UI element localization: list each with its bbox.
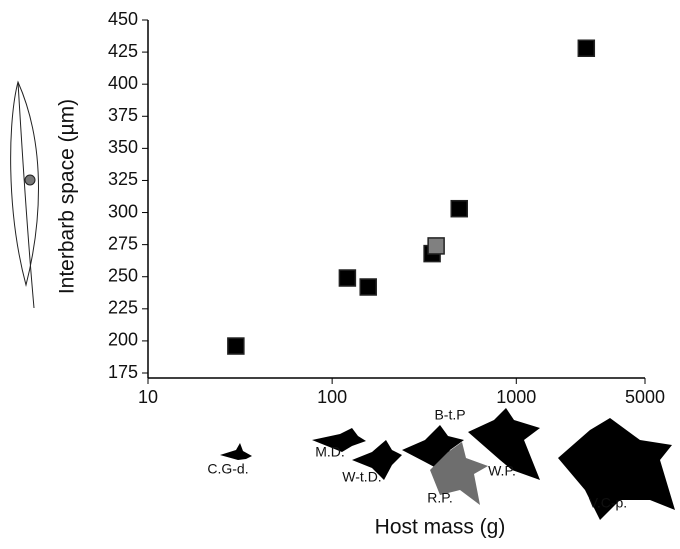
- data-point: [577, 39, 596, 57]
- bird-label: R.P.: [427, 490, 452, 506]
- bird-label: B-t.P: [434, 407, 465, 423]
- x-tick-label: 10: [138, 387, 158, 407]
- y-tick-label: 450: [108, 9, 138, 29]
- y-tick-label: 300: [108, 201, 138, 221]
- data-point: [359, 278, 377, 296]
- y-tick-label: 250: [108, 265, 138, 285]
- y-tick-label: 175: [108, 362, 138, 382]
- y-tick-label: 225: [108, 298, 138, 318]
- bird-label: W-t.D.: [342, 469, 381, 485]
- bird-label: W.P.: [488, 463, 516, 479]
- bird-silhouettes: [220, 408, 675, 520]
- data-point: [227, 337, 245, 355]
- y-tick-label: 325: [108, 169, 138, 189]
- y-tick-label: 275: [108, 233, 138, 253]
- x-tick-label: 5000: [625, 387, 665, 407]
- bird-label: V.C-p.: [589, 495, 627, 511]
- x-tick-label: 100: [317, 387, 347, 407]
- y-axis-label: Interbarb space (µm): [56, 99, 79, 294]
- data-point: [427, 237, 445, 255]
- x-tick-label: 1000: [496, 387, 536, 407]
- y-tick-label: 425: [108, 41, 138, 61]
- y-tick-label: 200: [108, 330, 138, 350]
- data-point: [338, 269, 357, 287]
- y-tick-label: 350: [108, 137, 138, 157]
- bird-label: M.D.: [315, 444, 345, 460]
- feather-illustration: [10, 80, 39, 309]
- bird-label: C.G-d.: [207, 461, 248, 477]
- y-tick-label: 400: [108, 73, 138, 93]
- y-tick-label: 375: [108, 105, 138, 125]
- data-point: [450, 199, 468, 218]
- x-axis-label: Host mass (g): [375, 516, 506, 539]
